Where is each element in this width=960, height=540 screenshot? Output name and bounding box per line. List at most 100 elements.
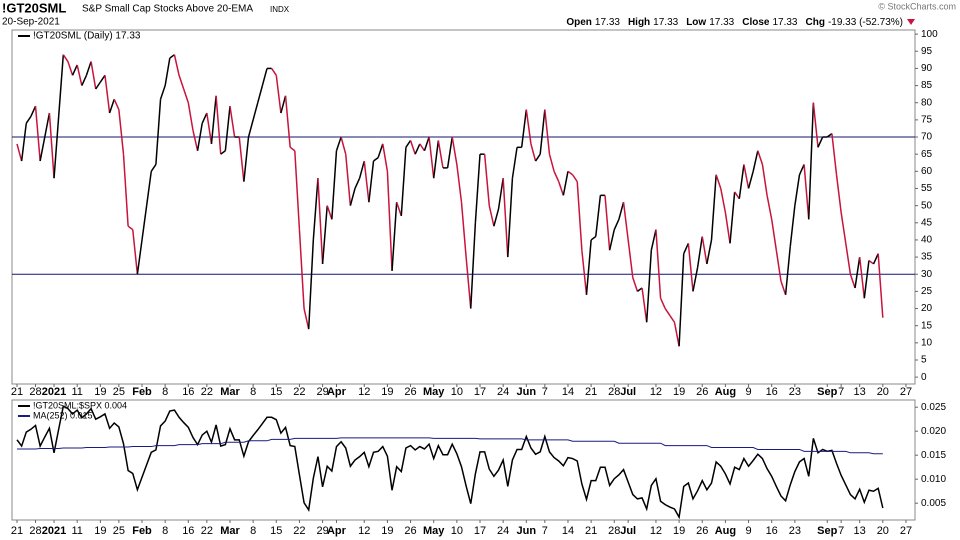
line-segment xyxy=(849,273,856,289)
x-tick-label: 27 xyxy=(900,525,912,537)
line-segment xyxy=(182,88,190,103)
line-segment xyxy=(368,160,375,203)
x-tick-label: 8 xyxy=(250,525,256,537)
line-segment xyxy=(738,164,745,199)
line-segment xyxy=(252,102,259,121)
x-tick-label: 22 xyxy=(201,525,213,537)
line-segment xyxy=(729,191,736,244)
down-arrow xyxy=(907,19,915,25)
line-segment xyxy=(354,177,361,189)
y-tick-label: 100 xyxy=(921,29,938,40)
y-tick-label: 45 xyxy=(921,217,933,228)
line-segment xyxy=(298,229,305,309)
line-segment xyxy=(567,170,574,176)
ratio-panel xyxy=(11,399,916,521)
line-segment xyxy=(595,195,602,237)
line-segment xyxy=(145,171,153,206)
line-segment xyxy=(206,112,213,144)
line-segment xyxy=(766,195,773,220)
line-segment xyxy=(275,75,282,114)
y-tick-label: 0.015 xyxy=(921,450,946,461)
y-tick-label: 10 xyxy=(921,337,933,348)
x-tick-label: 19 xyxy=(94,386,106,398)
line-segment xyxy=(382,143,389,172)
line-segment xyxy=(488,205,495,227)
line-segment xyxy=(136,239,143,275)
line-segment xyxy=(67,61,74,76)
x-tick-label: Jun xyxy=(517,525,537,537)
price-panel xyxy=(11,29,916,385)
line-segment xyxy=(335,136,342,151)
line-segment xyxy=(108,99,115,114)
line-segment xyxy=(706,239,713,265)
line-segment xyxy=(669,314,676,323)
symbol: !GT20SML xyxy=(2,0,66,15)
x-tick-label: 11 xyxy=(71,525,82,537)
y-tick-label: 5 xyxy=(921,355,927,366)
line-segment xyxy=(34,106,41,162)
x-tick-label: 12 xyxy=(650,525,662,537)
line-segment xyxy=(90,61,97,90)
line-segment xyxy=(321,205,328,265)
line-segment xyxy=(826,132,833,138)
line-segment xyxy=(845,243,852,275)
x-tick-label: 20 xyxy=(877,386,889,398)
line-segment xyxy=(358,160,365,179)
x-tick-label: Aug xyxy=(715,525,736,537)
line-segment xyxy=(854,256,861,289)
x-tick-label: 7 xyxy=(542,386,548,398)
line-segment xyxy=(395,201,403,217)
x-tick-label: 19 xyxy=(381,525,393,537)
line-segment xyxy=(99,74,106,83)
line-segment xyxy=(85,61,92,76)
line-segment xyxy=(650,229,657,251)
line-segment xyxy=(155,99,162,165)
line-segment xyxy=(683,243,690,254)
line-segment xyxy=(30,105,37,117)
line-segment xyxy=(659,297,666,309)
line-segment xyxy=(576,181,583,251)
x-tick-label: 8 xyxy=(250,386,256,398)
x-tick-label: 17 xyxy=(474,525,486,537)
line-segment xyxy=(835,174,842,213)
line-segment xyxy=(511,147,518,179)
x-tick-label: 19 xyxy=(94,525,106,537)
line-segment xyxy=(701,236,708,265)
line-segment xyxy=(141,205,148,241)
line-segment xyxy=(48,112,55,179)
x-tick-label: 12 xyxy=(650,386,662,398)
line-segment xyxy=(220,150,226,155)
x-tick-label: 22 xyxy=(293,386,305,398)
y-tick-label: 65 xyxy=(921,149,933,160)
x-tick-label: 19 xyxy=(673,386,685,398)
x-tick-label: 12 xyxy=(358,386,370,398)
line-segment xyxy=(326,205,333,220)
line-segment xyxy=(344,154,352,206)
line-segment xyxy=(349,188,356,206)
line-segment xyxy=(632,277,639,292)
exchange: INDX xyxy=(270,5,290,14)
x-tick-label: 20 xyxy=(877,525,889,537)
y-tick-label: 55 xyxy=(921,183,933,194)
x-tick-label: 9 xyxy=(745,386,751,398)
quote-label: Chg xyxy=(806,17,825,28)
line-segment xyxy=(530,143,537,162)
line-segment xyxy=(81,74,88,86)
quote-value: 17.33 xyxy=(653,17,678,28)
line-segment xyxy=(405,140,412,148)
line-segment xyxy=(840,212,847,244)
line-segment xyxy=(581,250,588,295)
quote-label: High xyxy=(628,17,650,28)
line-segment xyxy=(687,243,694,292)
line-segment xyxy=(229,106,236,138)
line-segment xyxy=(655,229,662,299)
x-tick-label: 2021 xyxy=(42,386,66,398)
line-segment xyxy=(456,164,463,203)
line-segment xyxy=(224,106,231,151)
y-tick-label: 15 xyxy=(921,320,933,331)
x-tick-label: 15 xyxy=(270,386,282,398)
y-tick-label: 90 xyxy=(921,63,933,74)
line-segment xyxy=(192,129,199,151)
y-tick-label: 0.005 xyxy=(921,498,946,509)
x-tick-label: 7 xyxy=(838,525,844,537)
